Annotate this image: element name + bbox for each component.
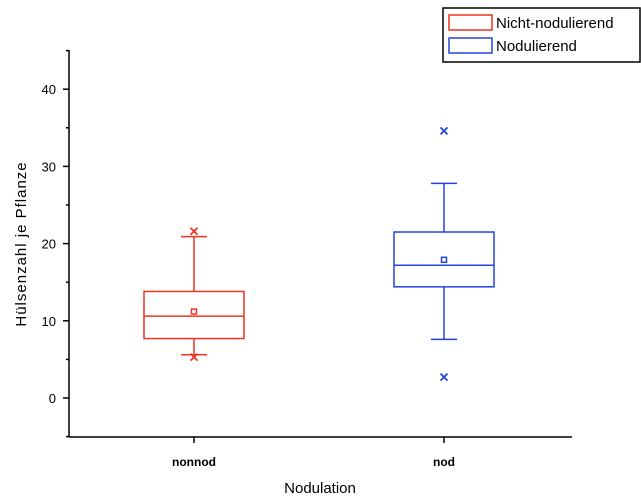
x-tick-label: nonnod — [172, 455, 216, 469]
box-nod — [393, 126, 495, 382]
mean-marker — [440, 256, 448, 264]
box-nonnod — [143, 227, 245, 362]
legend-label-nod: Nodulierend — [496, 38, 577, 55]
boxes-layer — [143, 126, 495, 382]
outlier-stroke — [439, 126, 449, 136]
outlier-stroke — [189, 352, 199, 362]
outlier-point — [189, 352, 199, 362]
box-iqr — [143, 290, 245, 340]
outlier-point — [189, 227, 199, 236]
mean-marker — [190, 308, 198, 315]
outlier-point — [439, 373, 449, 382]
legend-swatch-nod — [448, 37, 493, 54]
x-tick-label: nod — [433, 455, 455, 469]
x-axis-title: Nodulation — [284, 480, 356, 497]
y-axis-title: Hülsenzahl je Pflanze — [13, 161, 30, 326]
legend-label-nonnod: Nicht-nodulierend — [496, 15, 614, 32]
y-tick-label: 30 — [42, 159, 56, 174]
legend: Nicht-nodulierend Nodulierend — [442, 7, 641, 63]
y-tick-label: 0 — [49, 391, 56, 406]
y-tick-label: 10 — [42, 314, 56, 329]
outlier-stroke — [439, 373, 449, 382]
legend-swatch-nonnod — [448, 14, 493, 31]
y-axis-ticks: 0 10 20 30 40 — [42, 49, 69, 438]
outlier-point — [439, 126, 449, 136]
y-tick-label: 20 — [42, 237, 56, 252]
outlier-stroke — [189, 227, 199, 236]
x-axis-ticks: nonnod nod — [172, 437, 455, 469]
box-iqr — [393, 231, 495, 288]
y-tick-label: 40 — [42, 82, 56, 97]
